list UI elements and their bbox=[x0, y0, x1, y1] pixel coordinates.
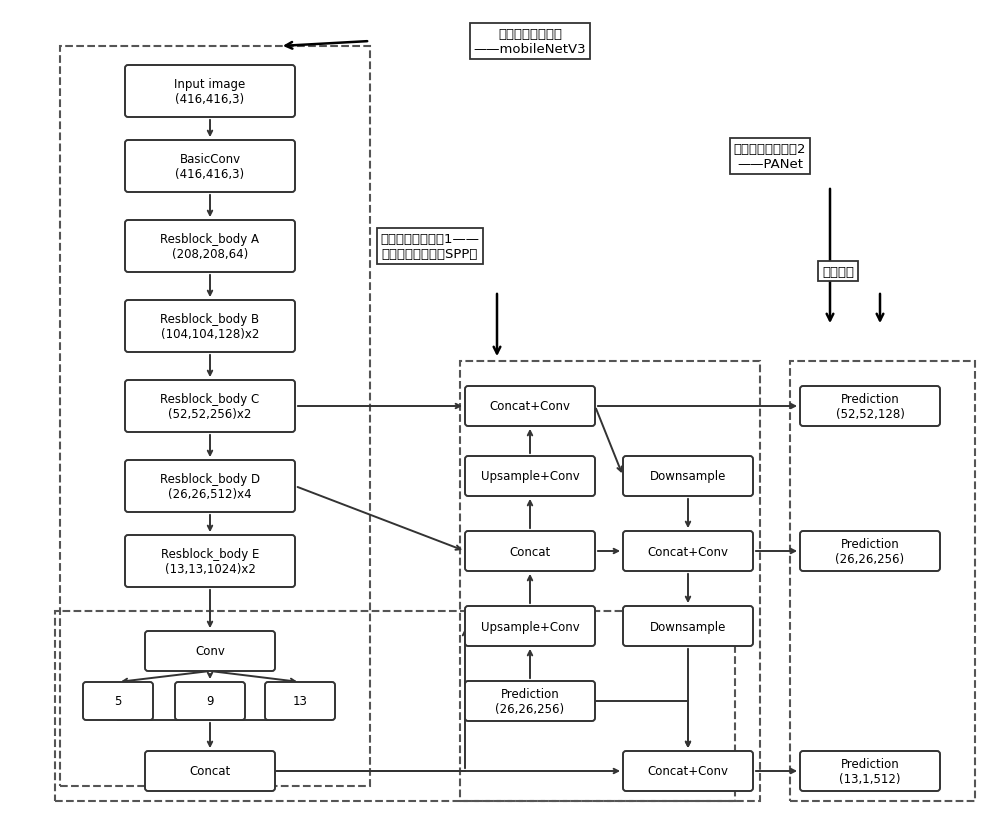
FancyBboxPatch shape bbox=[465, 681, 595, 721]
Text: Prediction
(26,26,256): Prediction (26,26,256) bbox=[835, 538, 905, 565]
FancyBboxPatch shape bbox=[83, 682, 153, 720]
Text: Resblock_body D
(26,26,512)x4: Resblock_body D (26,26,512)x4 bbox=[160, 472, 260, 501]
FancyBboxPatch shape bbox=[145, 631, 275, 671]
FancyBboxPatch shape bbox=[175, 682, 245, 720]
Text: 加强特征提取网络1——
空间金字塔池化（SPP）: 加强特征提取网络1—— 空间金字塔池化（SPP） bbox=[380, 232, 480, 261]
FancyBboxPatch shape bbox=[623, 606, 753, 646]
Text: Upsample+Conv: Upsample+Conv bbox=[481, 619, 579, 633]
Text: Downsample: Downsample bbox=[650, 619, 726, 633]
Bar bbox=[60, 47, 370, 786]
FancyBboxPatch shape bbox=[125, 535, 295, 588]
FancyBboxPatch shape bbox=[800, 751, 940, 791]
Text: Concat: Concat bbox=[189, 765, 231, 777]
Text: Concat+Conv: Concat+Conv bbox=[648, 545, 728, 558]
Text: Prediction
(52,52,128): Prediction (52,52,128) bbox=[836, 393, 904, 421]
FancyBboxPatch shape bbox=[465, 456, 595, 497]
Bar bbox=[460, 361, 760, 801]
Text: 5: 5 bbox=[114, 695, 122, 707]
Text: Upsample+Conv: Upsample+Conv bbox=[481, 470, 579, 483]
FancyBboxPatch shape bbox=[800, 386, 940, 426]
Text: Downsample: Downsample bbox=[650, 470, 726, 483]
Bar bbox=[790, 361, 975, 801]
FancyBboxPatch shape bbox=[145, 751, 275, 791]
Text: 主干特征提取网络
——mobileNetV3: 主干特征提取网络 ——mobileNetV3 bbox=[474, 28, 586, 56]
Text: Resblock_body B
(104,104,128)x2: Resblock_body B (104,104,128)x2 bbox=[160, 313, 260, 340]
Text: Resblock_body C
(52,52,256)x2: Resblock_body C (52,52,256)x2 bbox=[160, 393, 260, 421]
Text: Concat+Conv: Concat+Conv bbox=[490, 400, 570, 413]
Text: 9: 9 bbox=[206, 695, 214, 707]
Text: Input image
(416,416,3): Input image (416,416,3) bbox=[174, 78, 246, 106]
FancyBboxPatch shape bbox=[125, 66, 295, 118]
Text: Conv: Conv bbox=[195, 645, 225, 658]
Text: Prediction
(26,26,256): Prediction (26,26,256) bbox=[495, 687, 565, 715]
FancyBboxPatch shape bbox=[465, 386, 595, 426]
FancyBboxPatch shape bbox=[125, 301, 295, 353]
Text: 加强特征提取网络2
——PANet: 加强特征提取网络2 ——PANet bbox=[734, 143, 806, 171]
Text: 13: 13 bbox=[293, 695, 307, 707]
FancyBboxPatch shape bbox=[623, 456, 753, 497]
FancyBboxPatch shape bbox=[125, 140, 295, 193]
Text: Resblock_body E
(13,13,1024)x2: Resblock_body E (13,13,1024)x2 bbox=[161, 548, 259, 575]
FancyBboxPatch shape bbox=[800, 532, 940, 571]
FancyBboxPatch shape bbox=[125, 221, 295, 273]
Text: BasicConv
(416,416,3): BasicConv (416,416,3) bbox=[175, 153, 245, 181]
Text: Prediction
(13,1,512): Prediction (13,1,512) bbox=[839, 757, 901, 785]
FancyBboxPatch shape bbox=[623, 532, 753, 571]
Text: Resblock_body A
(208,208,64): Resblock_body A (208,208,64) bbox=[160, 232, 260, 261]
FancyBboxPatch shape bbox=[465, 532, 595, 571]
Text: Concat: Concat bbox=[509, 545, 551, 558]
FancyBboxPatch shape bbox=[465, 606, 595, 646]
Text: Concat+Conv: Concat+Conv bbox=[648, 765, 728, 777]
FancyBboxPatch shape bbox=[125, 461, 295, 512]
FancyBboxPatch shape bbox=[125, 380, 295, 432]
Text: 预测网络: 预测网络 bbox=[822, 265, 854, 278]
FancyBboxPatch shape bbox=[265, 682, 335, 720]
FancyBboxPatch shape bbox=[623, 751, 753, 791]
Bar bbox=[55, 611, 735, 801]
